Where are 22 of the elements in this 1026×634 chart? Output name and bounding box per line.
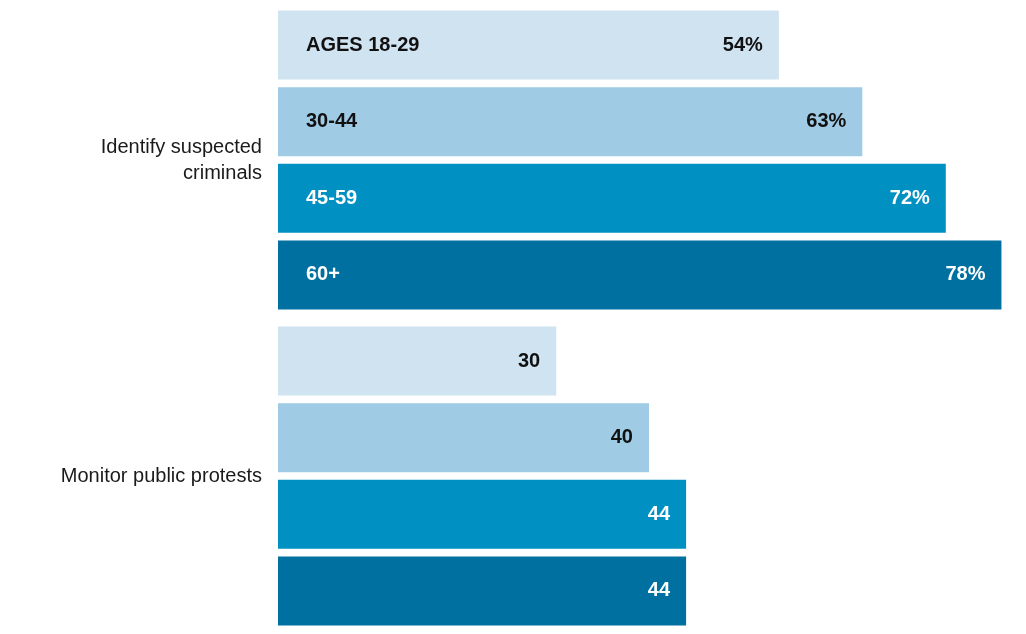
bar: [278, 87, 863, 157]
bar: [278, 479, 687, 549]
bar: [278, 10, 779, 80]
data-label: 72%: [889, 185, 931, 208]
data-label: 44: [647, 501, 671, 524]
y-tick-label: Identify suspected criminals: [100, 134, 262, 183]
series-label: 30-44: [306, 109, 359, 132]
bar: [278, 163, 946, 233]
series-label: 45-59: [306, 185, 358, 208]
data-label: 78%: [945, 262, 986, 285]
y-tick-label: Monitor public protests: [60, 463, 262, 486]
data-label: 30: [518, 348, 541, 371]
series-label: AGES 18-29: [306, 32, 420, 55]
bar: [278, 240, 1002, 310]
bar: [278, 556, 687, 626]
bar: [278, 326, 557, 396]
series-label: 60+: [306, 262, 340, 285]
bar: [278, 403, 649, 473]
data-label: 63%: [806, 109, 847, 132]
data-label: 54%: [722, 32, 764, 55]
data-label: 40: [610, 425, 633, 448]
data-label: 44: [647, 578, 671, 601]
